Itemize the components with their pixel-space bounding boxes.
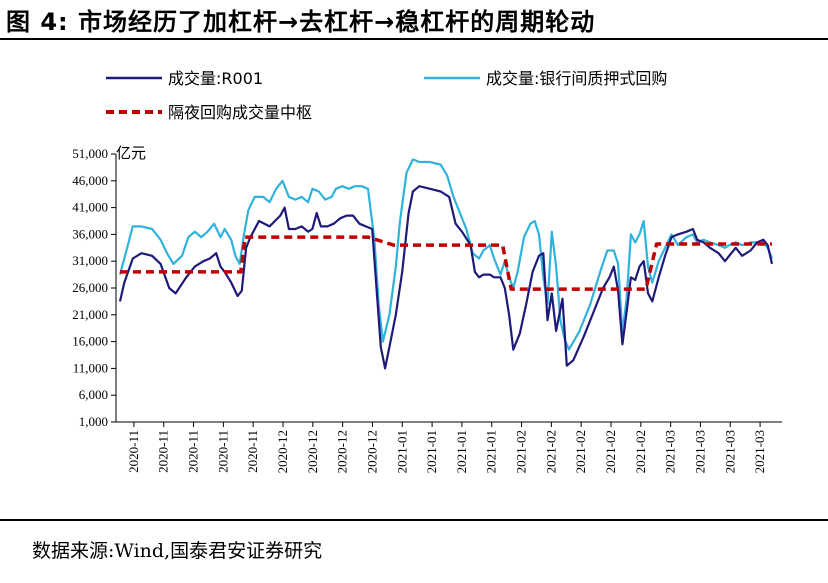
- x-tick-label: 2021-01: [454, 430, 469, 473]
- x-tick-label: 2021-02: [543, 430, 558, 473]
- x-tick-label: 2020-11: [156, 430, 171, 473]
- series-line-2: [120, 235, 772, 291]
- y-axis-unit: 亿元: [116, 144, 146, 162]
- x-tick-label: 2020-11: [245, 430, 260, 473]
- x-tick-label: 2021-02: [633, 430, 648, 473]
- figure-title: 图 4: 市场经历了加杠杆→去杠杆→稳杠杆的周期轮动: [6, 8, 596, 36]
- x-tick-label: 2021-03: [692, 430, 707, 473]
- y-tick-label: 1,000: [79, 414, 108, 429]
- y-tick-label: 21,000: [72, 307, 108, 322]
- x-tick-label: 2020-12: [275, 430, 290, 473]
- x-tick-label: 2020-11: [126, 430, 141, 473]
- y-tick-label: 16,000: [72, 334, 108, 349]
- x-tick-label: 2020-12: [335, 430, 350, 473]
- x-tick-label: 2020-11: [215, 430, 230, 473]
- x-tick-label: 2020-11: [186, 430, 201, 473]
- x-tick-label: 2021-01: [394, 430, 409, 473]
- x-tick-label: 2021-02: [514, 430, 529, 473]
- y-tick-label: 51,000: [72, 146, 108, 161]
- legend-label-center: 隔夜回购成交量中枢: [168, 103, 312, 122]
- x-tick-label: 2021-02: [603, 430, 618, 473]
- y-tick-label: 31,000: [72, 253, 108, 268]
- bottom-rule: [0, 519, 828, 521]
- x-tick-label: 2021-01: [424, 430, 439, 473]
- series-line-0: [118, 185, 774, 370]
- source-note: 数据来源:Wind,国泰君安证券研究: [32, 540, 323, 562]
- legend-label-r001: 成交量:R001: [168, 69, 263, 88]
- chart: 成交量:R001 成交量:银行间质押式回购 隔夜回购成交量中枢 亿元 1,000…: [72, 69, 782, 473]
- x-tick-label: 2021-03: [663, 430, 678, 473]
- x-tick-label: 2020-12: [364, 430, 379, 473]
- y-tick-label: 26,000: [72, 280, 108, 295]
- y-tick-label: 11,000: [73, 360, 108, 375]
- series-line-1: [118, 158, 774, 351]
- x-tick-label: 2021-02: [573, 430, 588, 473]
- x-tick-label: 2021-01: [484, 430, 499, 473]
- legend: 成交量:R001 成交量:银行间质押式回购 隔夜回购成交量中枢: [106, 69, 667, 122]
- x-tick-label: 2021-03: [752, 430, 767, 473]
- y-axis-ticks: 1,000 6,000 11,000 16,000 21,000 26,000 31,000…: [72, 146, 116, 429]
- x-axis-ticks: 2020-11 2020-11 2020-11 2020-11 2020-11 2020-…: [126, 422, 767, 473]
- legend-label-interbank: 成交量:银行间质押式回购: [486, 69, 667, 88]
- x-tick-label: 2020-12: [305, 430, 320, 473]
- y-tick-label: 46,000: [72, 173, 108, 188]
- x-tick-label: 2021-03: [722, 430, 737, 473]
- y-tick-label: 6,000: [79, 387, 108, 402]
- y-tick-label: 36,000: [72, 226, 108, 241]
- series-layer: [118, 158, 774, 370]
- y-tick-label: 41,000: [72, 200, 108, 215]
- top-rule: [0, 38, 828, 40]
